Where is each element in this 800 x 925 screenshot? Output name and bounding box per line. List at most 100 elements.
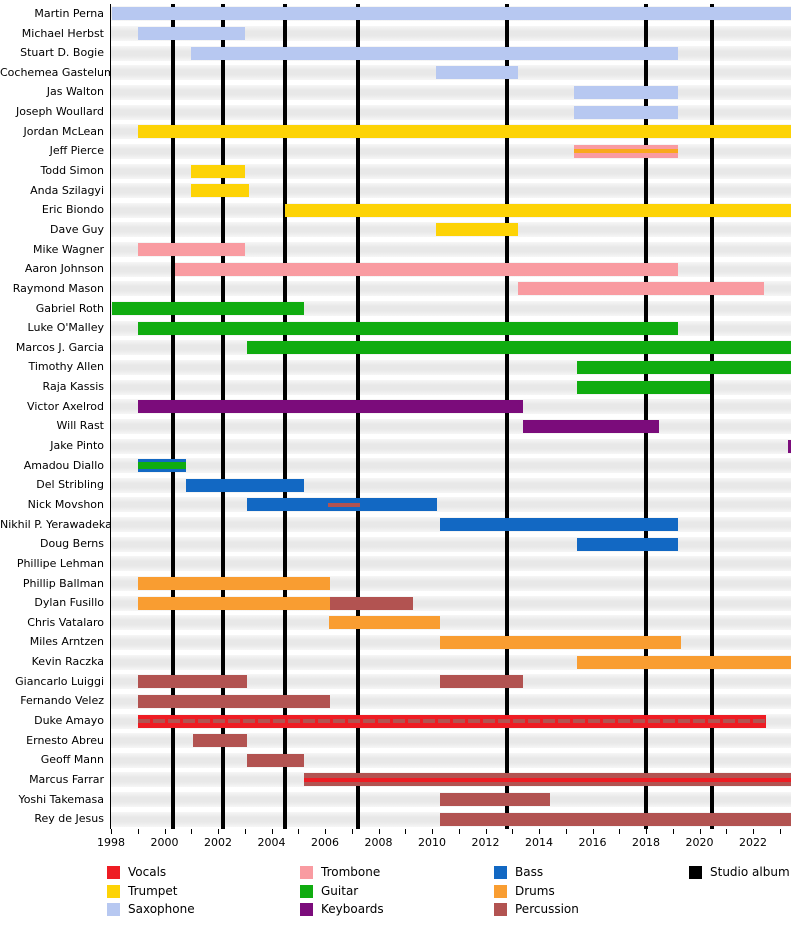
x-axis-tick-label: 2000 bbox=[150, 836, 179, 849]
member-row-track bbox=[111, 497, 791, 513]
member-label: Miles Arntzen bbox=[29, 635, 104, 649]
legend-swatch-guitar bbox=[300, 885, 313, 898]
timeline-bar-percussion bbox=[440, 675, 523, 689]
member-label: Jas Walton bbox=[46, 85, 104, 99]
member-label: Joseph Woullard bbox=[15, 105, 104, 118]
member-label: Mike Wagner bbox=[33, 242, 104, 256]
timeline-bar-guitar bbox=[576, 380, 711, 394]
member-row-track bbox=[111, 536, 791, 552]
member-label: Todd Simon bbox=[40, 164, 105, 177]
member-label: Eric Biondo bbox=[41, 203, 104, 217]
legend-swatch-studio-album bbox=[689, 866, 702, 879]
y-axis-line bbox=[110, 4, 111, 829]
x-axis-tick bbox=[298, 829, 300, 834]
legend-swatch-vocals bbox=[107, 866, 120, 879]
timeline-bar-saxophone bbox=[137, 27, 245, 40]
timeline-bar-trombone bbox=[573, 144, 679, 158]
timeline-bar-drums bbox=[137, 596, 331, 610]
legend-label: Saxophone bbox=[128, 902, 195, 916]
member-label: Marcos J. Garcia bbox=[15, 340, 104, 354]
studio-album-line bbox=[504, 4, 509, 829]
timeline-bar-trombone bbox=[137, 243, 245, 256]
legend-swatch-trombone bbox=[300, 866, 313, 879]
timeline-bar-trumpet bbox=[284, 203, 791, 217]
timeline-bar-trombone bbox=[517, 282, 764, 296]
legend-label: Trumpet bbox=[128, 884, 178, 898]
x-axis-tick bbox=[218, 829, 219, 834]
timeline-bar-percussion bbox=[330, 596, 414, 610]
legend-label: Studio album bbox=[710, 865, 790, 879]
x-axis-tick bbox=[405, 829, 407, 834]
x-axis-tick bbox=[726, 829, 728, 834]
legend-swatch-percussion bbox=[494, 903, 507, 916]
timeline-bar-trumpet bbox=[436, 223, 518, 237]
member-label: Fernando Velez bbox=[20, 694, 104, 708]
member-label: Nikhil P. Yerawadekar bbox=[0, 517, 117, 531]
member-label: Dave Guy bbox=[50, 222, 104, 236]
timeline-bar-bass bbox=[440, 518, 679, 531]
x-axis-tick bbox=[137, 829, 139, 834]
legend-label: Vocals bbox=[128, 865, 167, 879]
timeline-bar-drums bbox=[440, 635, 681, 649]
member-label: Phillip Ballman bbox=[22, 576, 104, 590]
timeline-bar-saxophone bbox=[436, 66, 518, 80]
timeline-bar-drums bbox=[576, 655, 791, 669]
timeline-bar-saxophone bbox=[573, 105, 679, 119]
legend-swatch-saxophone bbox=[107, 903, 120, 916]
member-label: Amadou Diallo bbox=[23, 458, 104, 472]
legend-swatch-bass bbox=[494, 866, 507, 879]
x-axis-tick bbox=[672, 829, 674, 834]
member-label: Aaron Johnson bbox=[24, 262, 104, 276]
member-label: Will Rast bbox=[56, 419, 105, 433]
timeline-bar-keyboards bbox=[137, 400, 523, 414]
member-label: Kevin Raczka bbox=[31, 655, 104, 668]
x-axis-tick bbox=[779, 829, 781, 834]
member-label: Raymond Mason bbox=[12, 281, 104, 295]
x-axis-tick-label: 2016 bbox=[578, 836, 607, 849]
member-row-track bbox=[111, 104, 791, 120]
timeline-bar-percussion bbox=[303, 773, 791, 787]
member-label: Gabriel Roth bbox=[35, 301, 104, 315]
x-axis-tick bbox=[111, 829, 112, 834]
member-label: Phillipe Lehman bbox=[16, 556, 104, 570]
legend-label: Percussion bbox=[515, 902, 579, 916]
member-label: Doug Berns bbox=[40, 537, 104, 551]
member-row-track bbox=[111, 752, 791, 768]
studio-album-line bbox=[170, 4, 175, 829]
x-axis-tick-label: 2020 bbox=[685, 836, 714, 849]
member-label: Jake Pinto bbox=[50, 439, 104, 452]
member-row-track bbox=[111, 418, 791, 434]
timeline-bar-percussion bbox=[440, 812, 791, 826]
timeline-bar-guitar bbox=[576, 360, 791, 374]
timeline-bar-saxophone bbox=[112, 7, 791, 21]
x-axis-tick bbox=[458, 829, 460, 834]
legend-label: Bass bbox=[515, 865, 544, 879]
timeline-bar-percussion bbox=[137, 675, 248, 689]
x-axis-tick bbox=[646, 829, 647, 834]
member-label: Raja Kassis bbox=[42, 380, 104, 393]
timeline-bar-percussion bbox=[192, 734, 248, 748]
member-label: Stuart D. Bogie bbox=[20, 46, 104, 60]
x-axis-tick bbox=[699, 829, 701, 834]
member-label: Chris Vatalaro bbox=[27, 615, 104, 629]
studio-album-line bbox=[221, 4, 226, 829]
timeline-stripe-percussion bbox=[327, 502, 360, 507]
member-row-track bbox=[111, 26, 791, 41]
member-label: Dylan Fusillo bbox=[34, 596, 104, 610]
x-axis-tick-label: 1998 bbox=[97, 836, 125, 849]
timeline-bar-guitar bbox=[112, 302, 304, 315]
timeline-bar-guitar bbox=[247, 341, 791, 355]
x-axis-tick-label: 2014 bbox=[525, 836, 553, 849]
timeline-bar-keyboards bbox=[523, 419, 660, 433]
legend-swatch-keyboards bbox=[300, 903, 313, 916]
timeline-stripe-vocals bbox=[303, 777, 791, 782]
timeline-bar-saxophone bbox=[191, 46, 679, 60]
x-axis-tick bbox=[753, 829, 754, 834]
legend-label: Drums bbox=[515, 884, 555, 898]
member-label: Luke O'Malley bbox=[27, 321, 104, 335]
member-label: Anda Szilagyi bbox=[30, 183, 104, 197]
timeline-bar-bass bbox=[185, 478, 304, 492]
timeline-bar-percussion bbox=[440, 793, 550, 806]
x-axis-tick bbox=[512, 829, 514, 834]
timeline-bar-keyboards bbox=[787, 439, 791, 453]
